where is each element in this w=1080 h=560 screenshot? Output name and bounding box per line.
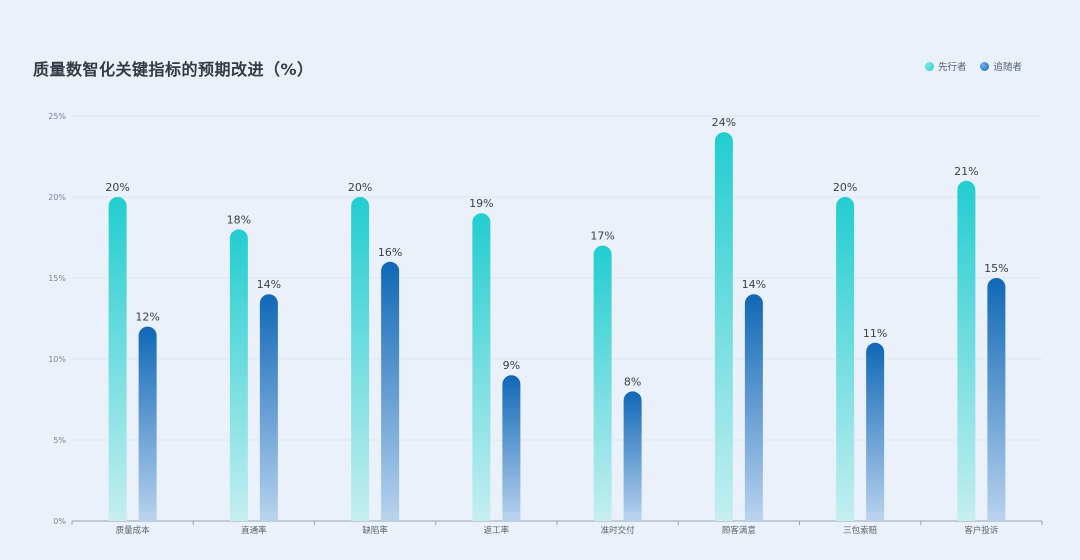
y-tick-label: 20% bbox=[48, 193, 66, 202]
bar-leader bbox=[957, 180, 976, 522]
data-label-leader: 20% bbox=[833, 181, 857, 194]
bar-follower-base bbox=[138, 512, 157, 521]
bar-leader bbox=[714, 132, 733, 521]
legend-label-leader: 先行者 bbox=[937, 62, 967, 73]
data-label-follower: 14% bbox=[742, 278, 766, 291]
data-label-leader: 21% bbox=[954, 165, 978, 178]
data-label-leader: 17% bbox=[590, 230, 614, 243]
bar-leader bbox=[472, 213, 491, 521]
data-label-follower: 12% bbox=[135, 311, 159, 324]
bar-leader-base bbox=[714, 512, 733, 521]
bar-follower-base bbox=[744, 512, 763, 521]
data-label-leader: 20% bbox=[348, 181, 372, 194]
x-tick-label: 质量成本 bbox=[116, 525, 151, 536]
x-tick-label: 缺陷率 bbox=[362, 525, 388, 536]
bar-follower bbox=[987, 278, 1006, 521]
bar-follower bbox=[138, 326, 157, 521]
data-label-follower: 14% bbox=[257, 278, 281, 291]
legend-label-follower: 追随者 bbox=[993, 62, 1022, 73]
bar-follower-base bbox=[623, 512, 642, 521]
y-tick-label: 15% bbox=[48, 274, 66, 283]
legend-swatch-leader bbox=[924, 61, 934, 71]
data-label-leader: 18% bbox=[227, 213, 251, 226]
bar-follower bbox=[866, 342, 885, 521]
bar-leader-base bbox=[593, 512, 612, 521]
bar-leader bbox=[229, 229, 248, 521]
bar-follower-base bbox=[987, 512, 1006, 521]
data-label-follower: 11% bbox=[863, 327, 887, 340]
y-tick-label: 5% bbox=[53, 436, 66, 445]
bar-leader bbox=[593, 245, 612, 521]
bar-follower-base bbox=[866, 512, 885, 521]
legend-swatch-follower bbox=[980, 61, 990, 71]
x-tick-label: 准时交付 bbox=[601, 525, 636, 536]
data-label-leader: 24% bbox=[712, 116, 736, 129]
bar-leader-base bbox=[351, 512, 370, 521]
bar-follower bbox=[744, 294, 763, 521]
bar-leader bbox=[108, 197, 127, 521]
bar-leader bbox=[351, 197, 370, 521]
bar-leader-base bbox=[229, 512, 248, 521]
data-label-leader: 20% bbox=[105, 181, 129, 194]
bar-follower bbox=[502, 375, 521, 521]
y-tick-label: 25% bbox=[48, 112, 66, 121]
x-tick-label: 返工率 bbox=[484, 525, 510, 536]
bar-leader-base bbox=[108, 512, 127, 521]
y-tick-label: 0% bbox=[53, 517, 66, 526]
data-label-follower: 16% bbox=[378, 246, 402, 259]
bar-follower bbox=[381, 261, 400, 521]
bar-leader bbox=[836, 197, 855, 521]
bar-follower-base bbox=[502, 512, 521, 521]
legend-item-leader[interactable]: 先行者 bbox=[924, 59, 967, 73]
bar-leader-base bbox=[957, 512, 976, 521]
chart-legend: 先行者 追随者 bbox=[924, 59, 1022, 73]
data-label-follower: 9% bbox=[503, 359, 520, 372]
x-tick-label: 客户投诉 bbox=[964, 525, 999, 536]
legend-item-follower[interactable]: 追随者 bbox=[980, 59, 1022, 73]
bar-follower bbox=[259, 294, 278, 521]
data-label-follower: 15% bbox=[984, 262, 1008, 275]
bar-follower-base bbox=[259, 512, 278, 521]
x-tick-label: 顾客满意 bbox=[722, 525, 756, 536]
x-tick-label: 三包索赔 bbox=[843, 525, 878, 536]
bar-leader-base bbox=[836, 512, 855, 521]
data-label-leader: 19% bbox=[469, 197, 493, 210]
x-tick-label: 直通率 bbox=[241, 525, 267, 536]
bar-follower-base bbox=[381, 512, 400, 521]
bar-leader-base bbox=[472, 512, 491, 521]
chart-title: 质量数智化关键指标的预期改进（%） bbox=[33, 60, 314, 79]
data-label-follower: 8% bbox=[624, 375, 641, 388]
bar-follower bbox=[623, 391, 642, 521]
y-tick-label: 10% bbox=[48, 355, 66, 364]
